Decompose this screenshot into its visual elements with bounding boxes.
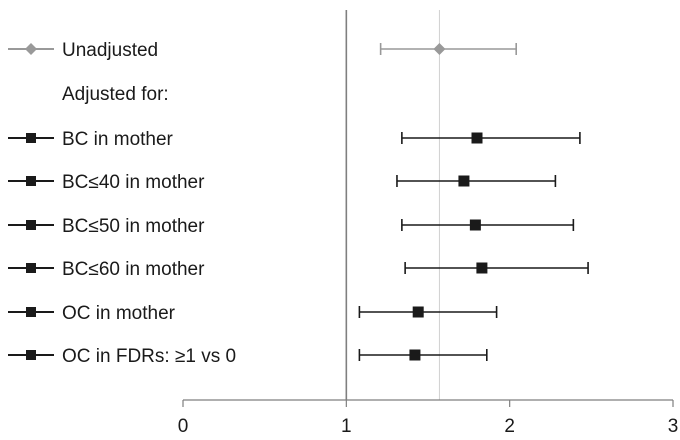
row-label: BC in mother [62, 129, 174, 150]
legend-marker [26, 133, 36, 143]
row-label: BC≤50 in mother [62, 216, 205, 237]
x-tick-label: 2 [504, 416, 515, 437]
x-tick-label: 1 [341, 416, 352, 437]
x-tick-label: 3 [668, 416, 679, 437]
point-estimate [469, 219, 481, 231]
row-label: BC≤40 in mother [62, 172, 205, 193]
point-estimate [412, 306, 424, 318]
legend-marker [26, 263, 36, 273]
estimate-row: BC in mother [8, 129, 581, 150]
row-label: OC in mother [62, 303, 176, 324]
estimate-row: BC≤50 in mother [8, 216, 575, 237]
estimate-row: OC in FDRs: ≥1 vs 0 [8, 346, 488, 367]
legend-marker [26, 176, 36, 186]
estimate-rows: Unadjusted BC in mother BC≤40 in mother BC≤… [8, 40, 589, 367]
point-estimate [471, 132, 483, 144]
estimate-row: BC≤40 in mother [8, 172, 557, 193]
row-label: OC in FDRs: ≥1 vs 0 [62, 346, 236, 367]
x-axis: 0 1 2 3 [178, 399, 679, 437]
point-estimate [409, 349, 421, 361]
legend-marker [26, 220, 36, 230]
estimate-row: BC≤60 in mother [8, 259, 589, 280]
point-estimate [433, 43, 446, 55]
x-tick-label: 0 [178, 416, 189, 437]
legend-marker [26, 307, 36, 317]
point-estimate [476, 262, 488, 274]
adjusted-header-label: Adjusted for: [62, 84, 169, 105]
row-label: Unadjusted [62, 40, 158, 61]
row-label: BC≤60 in mother [62, 259, 205, 280]
legend-marker [26, 350, 36, 360]
estimate-row: OC in mother [8, 303, 498, 324]
point-estimate [458, 175, 470, 187]
estimate-row: Unadjusted [8, 40, 518, 61]
legend-marker [25, 43, 37, 55]
